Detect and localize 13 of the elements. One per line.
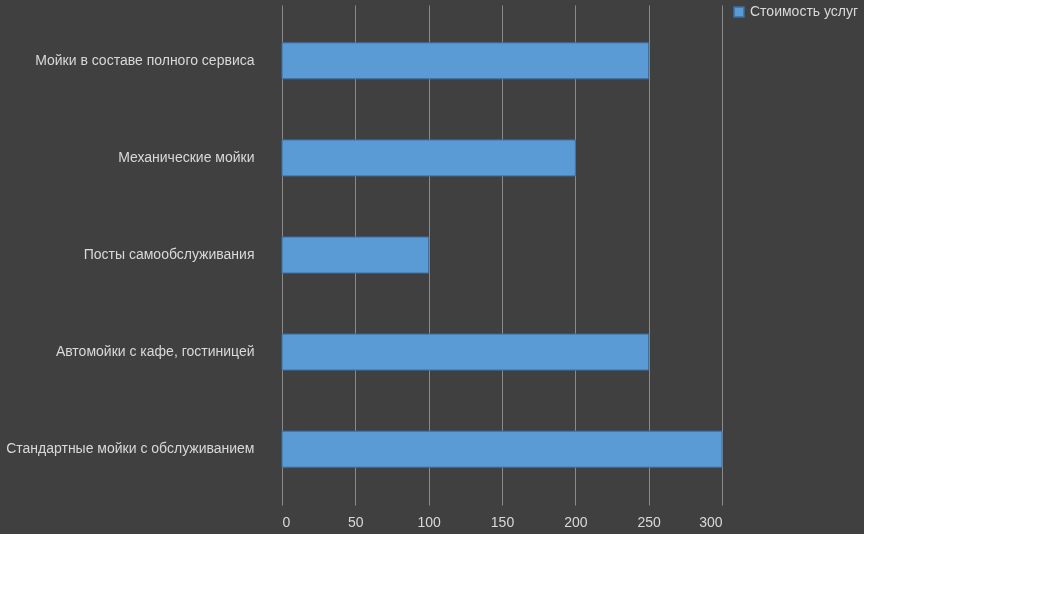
x-tick-label: 100 [417, 513, 442, 530]
x-tick-label: 150 [490, 513, 515, 530]
y-tick-label: Мойки в составе полного сервиса [35, 51, 255, 68]
x-tick-label: 0 [282, 513, 291, 530]
y-tick-label: Автомойки с кафе, гостиницей [55, 343, 255, 360]
x-tick-label: 250 [637, 513, 662, 530]
x-tick-label: 300 [699, 513, 723, 530]
y-tick-label: Стандартные мойки с обслуживанием [6, 440, 255, 457]
x-tick-label: 200 [564, 513, 588, 530]
y-tick-label: Посты самообслуживания [83, 246, 255, 262]
y-tick-label: Механические мойки [118, 148, 255, 165]
x-tick-label: 50 [348, 513, 364, 530]
legend-label: Стоимость услуг [750, 3, 859, 19]
